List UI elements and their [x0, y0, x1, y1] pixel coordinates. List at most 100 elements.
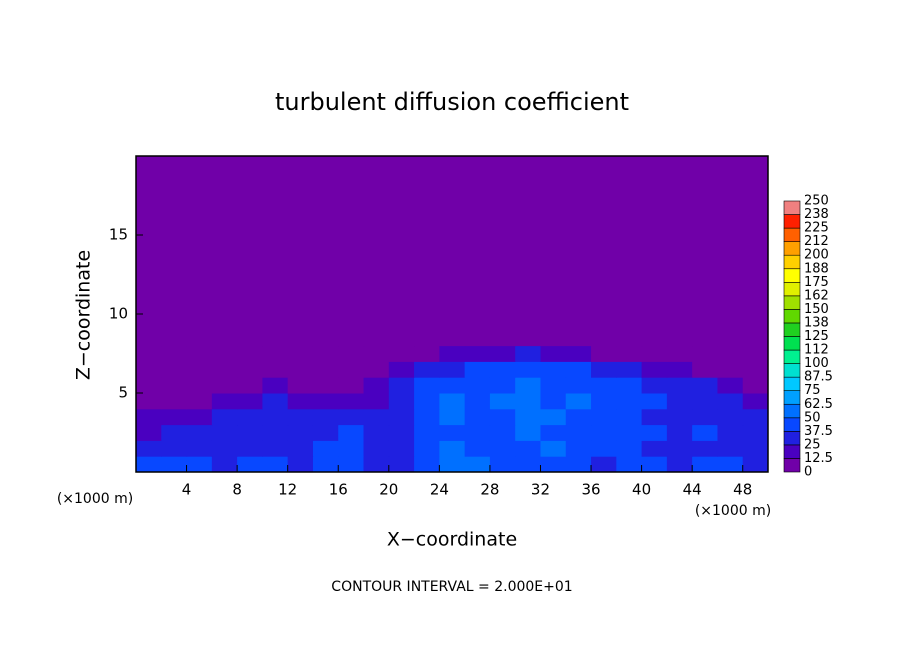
field-cell: [237, 156, 263, 347]
field-cell: [287, 393, 314, 410]
field-cell: [211, 424, 238, 441]
field-cell: [338, 156, 365, 347]
field-cell: [414, 408, 440, 426]
field-cell: [414, 424, 440, 441]
field-cell: [237, 377, 263, 394]
field-cell: [565, 393, 592, 410]
field-cell: [464, 393, 491, 410]
field-cell: [338, 393, 365, 410]
field-cell: [414, 156, 440, 347]
field-cell: [439, 345, 466, 362]
x-tick-label: 40: [632, 481, 651, 499]
field-cell: [237, 361, 263, 378]
colorbar-swatch: [783, 281, 801, 297]
field-cell: [186, 377, 213, 394]
colorbar-swatch: [783, 458, 801, 473]
field-cell: [540, 156, 567, 347]
field: [136, 156, 769, 473]
field-cell: [742, 424, 769, 441]
field-cell: [312, 361, 339, 378]
field-cell: [262, 408, 289, 426]
field-cell: [388, 408, 415, 426]
field-cell: [666, 345, 693, 362]
footer-note: CONTOUR INTERVAL = 2.000E+01: [331, 579, 572, 595]
field-cell: [641, 424, 668, 441]
field-cell: [136, 408, 162, 426]
field-cell: [489, 440, 516, 457]
field-cell: [338, 361, 365, 378]
field-cell: [616, 440, 643, 457]
colorbar-swatch: [783, 376, 801, 391]
field-cell: [464, 361, 491, 378]
field-cell: [262, 377, 289, 394]
colorbar-label: 238: [804, 207, 829, 222]
field-cell: [312, 424, 339, 441]
field-cell: [515, 361, 541, 378]
field-cell: [464, 377, 491, 394]
field-cell: [515, 456, 541, 473]
colorbar-label: 250: [804, 194, 829, 209]
field-cell: [515, 377, 541, 394]
field-cell: [641, 156, 668, 347]
field-cell: [136, 440, 162, 457]
x-tick-label: 24: [430, 481, 449, 499]
field-cell: [565, 361, 592, 378]
field-cell: [414, 377, 440, 394]
field-cell: [262, 156, 289, 347]
field-cell: [363, 361, 390, 378]
field-cell: [186, 440, 213, 457]
field-cell: [666, 361, 693, 378]
field-cell: [211, 408, 238, 426]
chart-title: turbulent diffusion coefficient: [275, 88, 629, 116]
field-cell: [540, 345, 567, 362]
field-cell: [439, 377, 466, 394]
field-cell: [616, 361, 643, 378]
colorbar-label: 212: [804, 234, 829, 249]
field-cell: [489, 377, 516, 394]
field-cell: [666, 408, 693, 426]
field-cell: [717, 440, 744, 457]
field-cell: [161, 377, 188, 394]
field-cell: [237, 345, 263, 362]
field-cell: [565, 456, 592, 473]
field-cell: [439, 440, 466, 457]
field-cell: [312, 393, 339, 410]
field-cell: [388, 456, 415, 473]
colorbar-label: 87.5: [804, 370, 833, 385]
field-cell: [363, 377, 390, 394]
colorbar-swatch: [783, 417, 801, 432]
field-cell: [262, 440, 289, 457]
field-cell: [616, 393, 643, 410]
field-cell: [186, 456, 213, 473]
field-cell: [338, 440, 365, 457]
x-tick-label: 16: [329, 481, 348, 499]
field-cell: [464, 408, 491, 426]
y-unit-label: (×1000 m): [57, 491, 133, 507]
field-cell: [186, 408, 213, 426]
field-cell: [489, 408, 516, 426]
field-cell: [591, 377, 617, 394]
field-cell: [363, 456, 390, 473]
field-cell: [641, 408, 668, 426]
field-cell: [237, 424, 263, 441]
field-cell: [186, 345, 213, 362]
field-cell: [616, 377, 643, 394]
field-cell: [287, 361, 314, 378]
colorbar-label: 112: [804, 343, 829, 358]
field-cell: [211, 440, 238, 457]
field-cell: [363, 393, 390, 410]
field-cell: [414, 361, 440, 378]
field-cell: [666, 456, 693, 473]
field-cell: [641, 456, 668, 473]
field-cell: [439, 424, 466, 441]
field-cell: [186, 393, 213, 410]
field-cell: [717, 408, 744, 426]
field-cell: [616, 156, 643, 347]
field-cell: [742, 377, 769, 394]
colorbar-label: 0: [804, 465, 812, 480]
x-unit-label: (×1000 m): [695, 503, 771, 519]
field-cell: [136, 456, 162, 473]
field-cell: [237, 440, 263, 457]
field-cell: [237, 408, 263, 426]
field-cell: [136, 361, 162, 378]
